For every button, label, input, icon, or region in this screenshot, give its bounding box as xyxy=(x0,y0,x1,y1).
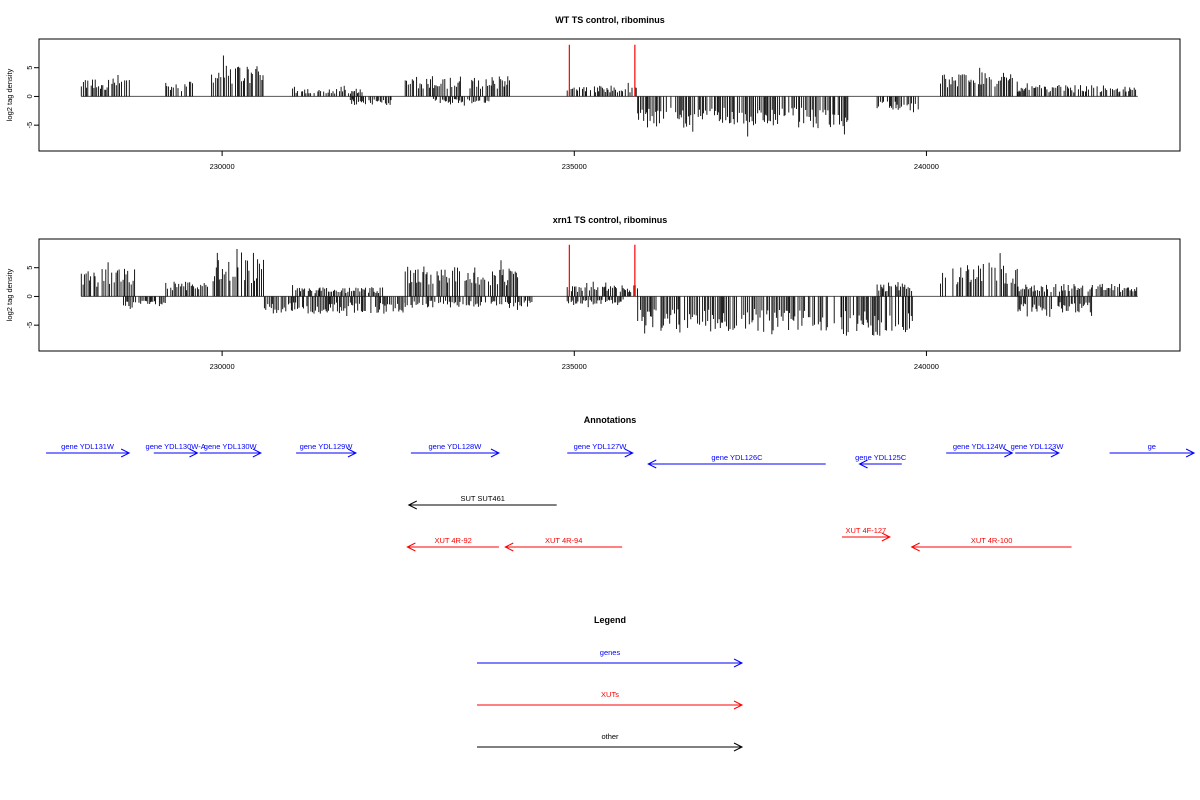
legend-label: XUTs xyxy=(601,690,619,699)
arrow-head xyxy=(733,658,744,668)
y-axis-label: log2 tag density xyxy=(5,68,14,121)
y-tick-label: 0 xyxy=(25,94,34,98)
feature-arrow: XUT 4F-127 xyxy=(841,526,891,542)
legend: Legend genes XUTs other xyxy=(477,615,744,752)
y-tick-label: 0 xyxy=(25,294,34,298)
feature-label: gene YDL126C xyxy=(711,453,763,462)
arrow-head xyxy=(347,448,358,458)
y-tick-label: 5 xyxy=(25,66,34,70)
x-tick-label: 240000 xyxy=(914,362,939,371)
feature-label: XUT 4R-100 xyxy=(971,536,1013,545)
plot-frame xyxy=(38,238,1181,352)
arrow-head xyxy=(1050,448,1060,458)
feature-arrow: XUT 4R-92 xyxy=(406,536,499,552)
arrow-head xyxy=(1185,448,1196,458)
arrow-head xyxy=(1004,448,1014,458)
feature-label: gene YDL125C xyxy=(855,453,907,462)
y-tick-label: 5 xyxy=(25,266,34,270)
chart-title: xrn1 TS control, ribominus xyxy=(553,215,668,225)
feature-arrow: gene YDL125C xyxy=(855,453,907,469)
feature-label: gene YDL127W xyxy=(574,442,628,451)
x-tick-label: 230000 xyxy=(210,362,235,371)
feature-arrow: gene YDL126C xyxy=(647,453,826,469)
signal-bars xyxy=(80,55,1137,137)
plot-frame xyxy=(38,38,1181,152)
arrow-head xyxy=(120,448,131,458)
feature-arrow: gene YDL130W-A xyxy=(146,442,206,458)
legend-label: genes xyxy=(600,648,621,657)
annotations-title: Annotations xyxy=(584,415,637,425)
feature-label: XUT 4R-94 xyxy=(545,536,582,545)
x-tick-label: 235000 xyxy=(562,362,587,371)
y-tick-label: -5 xyxy=(25,322,34,329)
x-tick-label: 235000 xyxy=(562,162,587,171)
arrow-head xyxy=(406,542,416,552)
legend-entry: XUTs xyxy=(477,690,744,710)
feature-label: gene YDL129W xyxy=(300,442,354,451)
y-tick-label: -5 xyxy=(25,122,34,129)
x-tick-label: 230000 xyxy=(210,162,235,171)
arrow-head xyxy=(881,532,891,542)
legend-entry: genes xyxy=(477,648,744,668)
feature-arrow: gene YDL124W xyxy=(946,442,1014,458)
feature-arrow: ge xyxy=(1109,442,1196,458)
feature-label: gene YDL124W xyxy=(953,442,1007,451)
arrow-head xyxy=(910,542,920,552)
arrow-head xyxy=(647,459,657,469)
arrow-head xyxy=(252,448,262,458)
feature-arrow: gene YDL128W xyxy=(410,442,501,458)
feature-arrow: gene YDL129W xyxy=(296,442,358,458)
feature-label: ge xyxy=(1148,442,1156,451)
feature-arrow: gene YDL127W xyxy=(567,442,634,458)
legend-title: Legend xyxy=(594,615,626,625)
feature-label: gene YDL123W xyxy=(1011,442,1065,451)
feature-arrow: gene YDL130W xyxy=(199,442,262,458)
feature-arrow: gene YDL123W xyxy=(1011,442,1065,458)
feature-label: XUT 4F-127 xyxy=(846,526,887,535)
feature-label: gene YDL131W xyxy=(61,442,115,451)
feature-label: gene YDL130W xyxy=(204,442,258,451)
arrow-head xyxy=(858,459,868,469)
legend-label: other xyxy=(601,732,619,741)
x-tick-label: 240000 xyxy=(914,162,939,171)
arrow-head xyxy=(189,448,199,458)
arrow-head xyxy=(490,448,501,458)
arrow-head xyxy=(504,542,514,552)
chart-title: WT TS control, ribominus xyxy=(555,15,665,25)
signal-bars xyxy=(80,249,1138,336)
arrow-head xyxy=(624,448,634,458)
xrn1-signal-panel: xrn1 TS control, ribominus log2 tag densi… xyxy=(5,215,1181,371)
legend-entry: other xyxy=(477,732,744,752)
feature-arrow: SUT SUT461 xyxy=(407,494,557,510)
feature-label: gene YDL130W-A xyxy=(146,442,206,451)
arrow-head xyxy=(407,500,417,510)
feature-label: gene YDL128W xyxy=(428,442,482,451)
feature-arrow: gene YDL131W xyxy=(46,442,131,458)
arrow-head xyxy=(733,742,744,752)
feature-arrow: XUT 4R-100 xyxy=(910,536,1072,552)
feature-label: XUT 4R-92 xyxy=(434,536,471,545)
y-axis-label: log2 tag density xyxy=(5,268,14,321)
feature-arrow: XUT 4R-94 xyxy=(504,536,623,552)
wt-signal-panel: WT TS control, ribominus log2 tag density… xyxy=(5,15,1181,171)
feature-label: SUT SUT461 xyxy=(460,494,504,503)
arrow-head xyxy=(733,700,744,710)
